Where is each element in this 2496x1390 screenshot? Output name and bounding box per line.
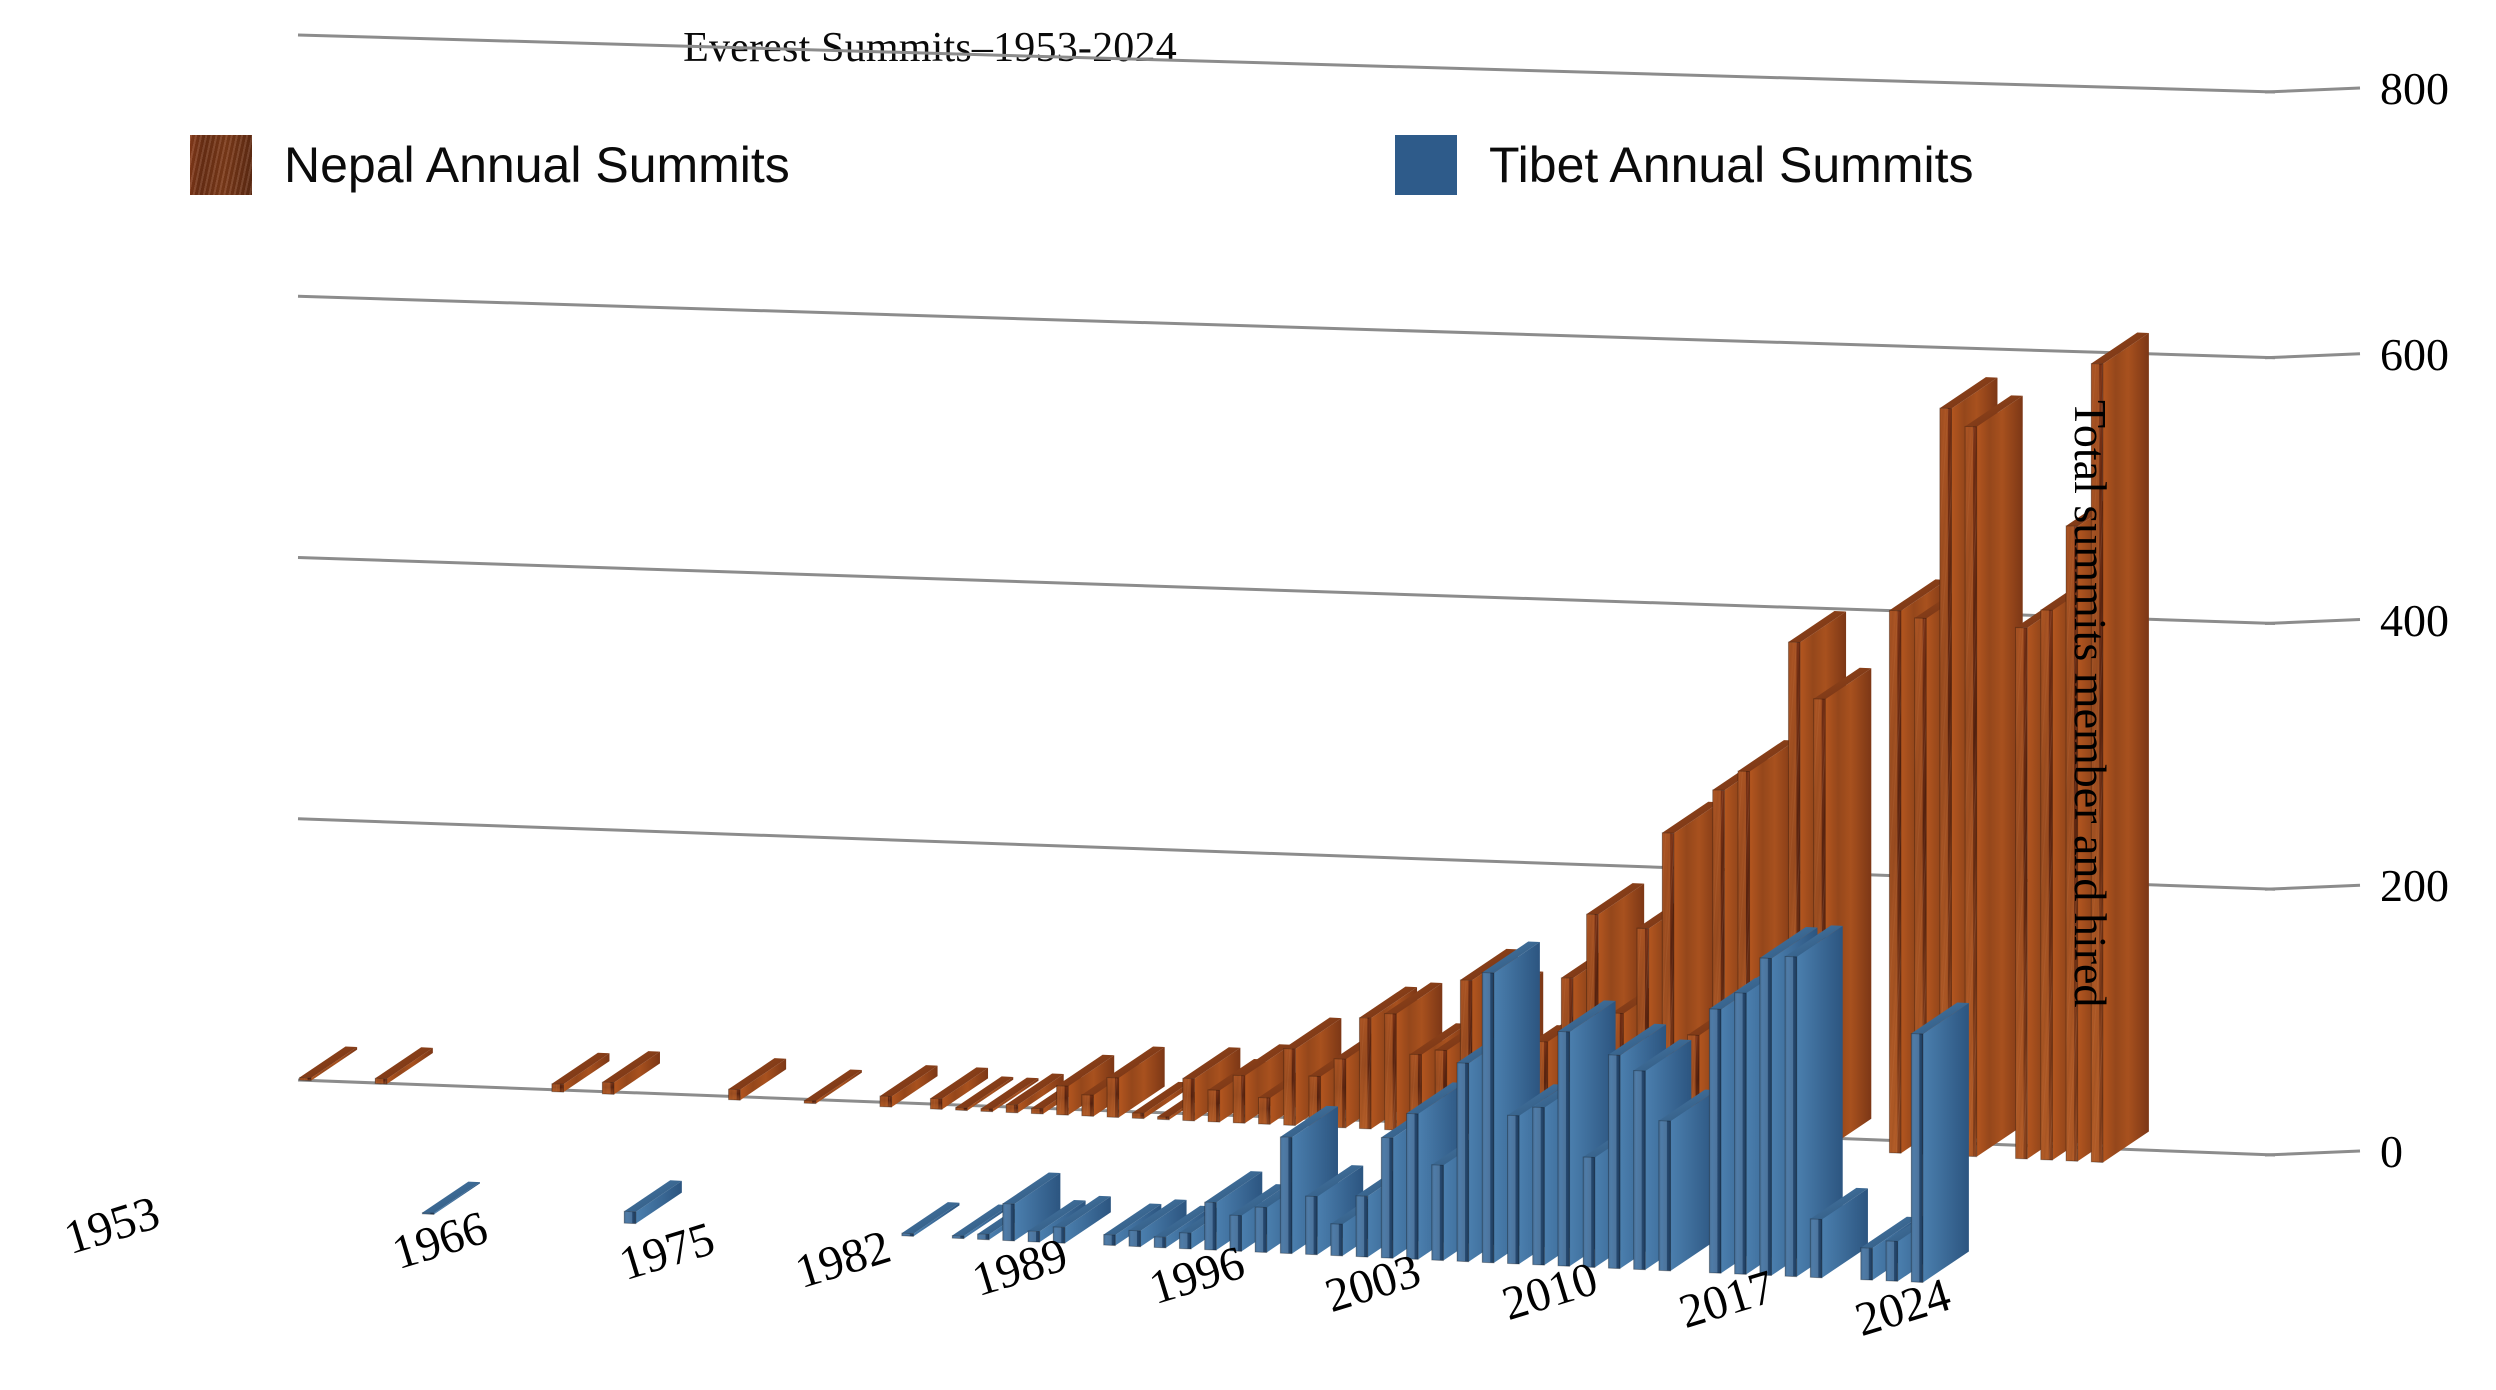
bar-nepal[interactable] bbox=[1005, 1073, 1064, 1114]
bar-nepal[interactable] bbox=[1106, 1046, 1165, 1119]
legend-swatch-tibet-icon bbox=[1395, 135, 1457, 195]
legend-label-tibet: Tibet Annual Summits bbox=[1489, 137, 1974, 193]
bar-tibet[interactable] bbox=[1557, 1000, 1616, 1267]
y-axis-tick bbox=[2264, 1149, 2361, 1157]
bar-nepal[interactable] bbox=[2090, 332, 2149, 1163]
y-axis-tick bbox=[2264, 618, 2361, 625]
y-axis-title: Total summits member and hired bbox=[2065, 400, 2116, 1008]
gridline bbox=[297, 33, 2276, 94]
bar-nepal[interactable] bbox=[879, 1065, 938, 1108]
bar-nepal[interactable] bbox=[929, 1067, 989, 1110]
bar-tibet[interactable] bbox=[1128, 1199, 1187, 1248]
bar-tibet[interactable] bbox=[1809, 1187, 1868, 1279]
legend-swatch-nepal-icon bbox=[190, 135, 252, 195]
bar-tibet[interactable] bbox=[1658, 1089, 1717, 1272]
bar-tibet[interactable] bbox=[421, 1181, 480, 1215]
bar-tibet[interactable] bbox=[951, 1204, 1010, 1240]
bar-nepal[interactable] bbox=[955, 1076, 1014, 1112]
y-axis-tick bbox=[2264, 352, 2361, 360]
bar-nepal[interactable] bbox=[374, 1047, 433, 1085]
bar-tibet[interactable] bbox=[1910, 1002, 1969, 1283]
y-axis-tick bbox=[2264, 883, 2361, 891]
bar-tibet[interactable] bbox=[1279, 1105, 1338, 1255]
bar-tibet[interactable] bbox=[901, 1202, 960, 1237]
bar-nepal[interactable] bbox=[1964, 395, 2023, 1158]
bar-nepal[interactable] bbox=[728, 1058, 787, 1101]
bar-nepal[interactable] bbox=[1232, 1044, 1291, 1124]
y-axis-tick bbox=[2264, 86, 2361, 94]
bar-nepal[interactable] bbox=[1131, 1081, 1190, 1120]
bar-nepal[interactable] bbox=[803, 1069, 862, 1105]
y-axis-tick-label: 600 bbox=[2380, 328, 2449, 380]
y-axis-tick-label: 0 bbox=[2380, 1126, 2403, 1177]
bars bbox=[299, 332, 2149, 1283]
legend-item-nepal[interactable]: Nepal Annual Summits bbox=[190, 132, 790, 198]
y-axis-tick-label: 200 bbox=[2380, 860, 2449, 912]
y-axis-tick-label: 400 bbox=[2380, 594, 2449, 646]
bar-tibet[interactable] bbox=[1305, 1165, 1364, 1256]
bar-tibet[interactable] bbox=[1002, 1172, 1061, 1242]
legend-item-tibet[interactable]: Tibet Annual Summits bbox=[1395, 132, 1973, 198]
legend-label-nepal: Nepal Annual Summits bbox=[284, 137, 790, 193]
bar-tibet[interactable] bbox=[1204, 1171, 1263, 1251]
bar-nepal[interactable] bbox=[551, 1052, 610, 1093]
y-axis-tick-label: 800 bbox=[2380, 63, 2449, 114]
chart-legend: Nepal Annual Summits Tibet Annual Summit… bbox=[190, 132, 1973, 198]
bar-nepal[interactable] bbox=[299, 1046, 358, 1082]
gridline bbox=[297, 294, 2276, 360]
bar-nepal[interactable] bbox=[601, 1051, 660, 1095]
bar-tibet[interactable] bbox=[623, 1180, 682, 1225]
bar-tibet[interactable] bbox=[1052, 1195, 1111, 1244]
y-axis-ticks bbox=[2264, 86, 2361, 1157]
bar-nepal[interactable] bbox=[1056, 1054, 1115, 1116]
bar-tibet[interactable] bbox=[1784, 925, 1843, 1278]
bar-nepal[interactable] bbox=[980, 1077, 1039, 1113]
